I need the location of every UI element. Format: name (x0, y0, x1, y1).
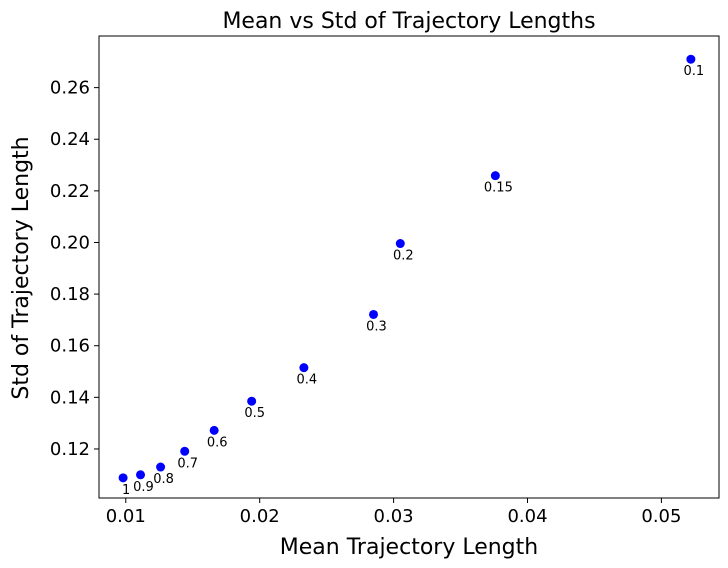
y-tick-label: 0.22 (50, 181, 90, 202)
data-point (395, 239, 405, 249)
data-point-label: 0.15 (484, 181, 513, 196)
data-point (247, 396, 257, 406)
data-point (118, 473, 128, 483)
data-point-label: 0.9 (133, 480, 154, 495)
data-point (369, 309, 379, 319)
plot-area: 0.01 0.02 0.03 0.04 0.050.120.140.160.180.20… (50, 35, 720, 527)
data-point-label: 0.7 (177, 456, 198, 471)
data-point (490, 171, 500, 181)
y-tick-label: 0.20 (50, 232, 90, 253)
y-tick-label: 0.24 (50, 129, 90, 150)
x-tick-label: 0.02 (240, 506, 280, 527)
data-point-label: 0.1 (684, 64, 705, 79)
data-point (136, 470, 146, 480)
data-point-label: 0.3 (366, 319, 387, 334)
x-tick-label: 0.04 (507, 506, 547, 527)
x-axis-label: Mean Trajectory Length (280, 535, 538, 560)
x-tick-label: 0.05 (641, 506, 681, 527)
data-point-label: 0.5 (244, 406, 265, 421)
data-point (180, 446, 190, 456)
y-axis-label: Std of Trajectory Length (9, 136, 34, 399)
y-tick-label: 0.26 (50, 78, 90, 99)
data-point-label: 0.4 (297, 373, 318, 388)
data-point (156, 462, 166, 472)
y-tick-label: 0.18 (50, 284, 90, 305)
x-tick-label: 0.01 (106, 506, 146, 527)
plot-frame (98, 35, 720, 499)
y-tick-label: 0.14 (50, 387, 90, 408)
data-point (686, 54, 696, 64)
data-point-label: 1 (122, 483, 130, 498)
data-point-label: 0.8 (153, 472, 174, 487)
y-tick-label: 0.12 (50, 439, 90, 460)
data-point (299, 363, 309, 373)
y-tick-label: 0.16 (50, 336, 90, 357)
data-point-label: 0.2 (393, 249, 414, 264)
x-tick-label: 0.03 (374, 506, 414, 527)
data-point-label: 0.6 (207, 435, 228, 450)
chart-title: Mean vs Std of Trajectory Lengths (222, 9, 595, 34)
data-point (209, 425, 219, 435)
